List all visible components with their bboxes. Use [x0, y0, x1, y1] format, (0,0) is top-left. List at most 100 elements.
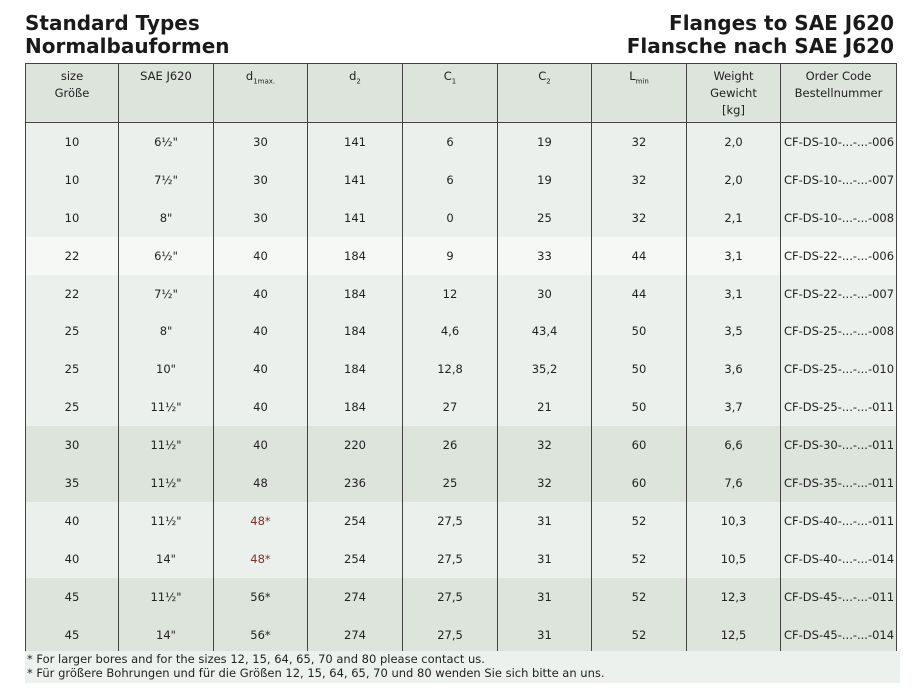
table-cell: 31: [497, 501, 592, 540]
table-row: 25 10" 40 184 12,8 35,2 50 3,6 CF-DS-25-...-...-…: [25, 350, 897, 389]
table-cell: 40: [25, 501, 119, 540]
table-cell: 40: [213, 388, 308, 427]
table-cell: 56*: [213, 577, 308, 616]
table-row: 45 14" 56* 274 27,5 31 52 12,5 CF-DS-45-...-...-…: [25, 615, 897, 655]
header-subscript: 1: [451, 77, 457, 86]
header-symbol: C: [538, 69, 547, 83]
table-cell: 60: [591, 464, 687, 502]
table-row: 10 7½" 30 141 6 19 32 2,0 CF-DS-10-...-...-007: [25, 160, 897, 199]
table-cell: 60: [591, 426, 687, 465]
table-cell: 25: [402, 464, 498, 502]
header-line: Bestellnummer: [794, 86, 883, 100]
table-cell: CF-DS-45-...-...-011: [780, 577, 897, 616]
table-cell: 11½": [118, 464, 214, 502]
table-cell: 184: [307, 274, 403, 313]
table-cell: 236: [307, 464, 403, 502]
table-cell: 52: [591, 501, 687, 540]
table-cell: CF-DS-25-...-...-011: [780, 388, 897, 427]
table-cell: 30: [213, 160, 308, 199]
table-cell: 7½": [118, 160, 214, 199]
table-cell: 56*: [213, 615, 308, 655]
table-cell: 14": [118, 615, 214, 655]
table-cell: CF-DS-35-...-...-011: [780, 464, 897, 502]
table-cell: 6,6: [686, 426, 781, 465]
table-cell: CF-DS-25-...-...-010: [780, 350, 897, 389]
table-cell: 184: [307, 388, 403, 427]
table-cell: 22: [25, 274, 119, 313]
table-cell: 6½": [118, 236, 214, 275]
table-cell: 7,6: [686, 464, 781, 502]
header-line: Größe: [54, 86, 90, 100]
table-cell: 2,0: [686, 160, 781, 199]
table-cell: 25: [497, 198, 592, 237]
table-cell: 11½": [118, 426, 214, 465]
column-header: d1max.: [213, 63, 308, 123]
table-cell: 27,5: [402, 501, 498, 540]
table-cell: 31: [497, 615, 592, 655]
table-cell: 141: [307, 198, 403, 237]
table-row: 22 6½" 40 184 9 33 44 3,1 CF-DS-22-...-...-006: [25, 236, 897, 275]
table-cell: 141: [307, 122, 403, 161]
table-cell: CF-DS-30-...-...-011: [780, 426, 897, 465]
header-subscript: 1max.: [253, 77, 276, 86]
column-header: Weight Gewicht [kg]: [686, 63, 781, 123]
column-header: Order Code Bestellnummer: [780, 63, 897, 123]
table-cell: CF-DS-22-...-...-007: [780, 274, 897, 313]
table-cell: 12,5: [686, 615, 781, 655]
table-cell: 30: [213, 122, 308, 161]
table-cell: 40: [213, 236, 308, 275]
table-cell: 11½": [118, 501, 214, 540]
table-row: 25 11½" 40 184 27 21 50 3,7 CF-DS-25-...-...-011: [25, 388, 897, 427]
table-cell: 10: [25, 122, 119, 161]
header-line: SAE J620: [140, 69, 192, 83]
table-cell: 35: [25, 464, 119, 502]
table-cell: 6: [402, 122, 498, 161]
table-cell: 40: [213, 426, 308, 465]
table-cell: 30: [213, 198, 308, 237]
table-cell: CF-DS-10-...-...-006: [780, 122, 897, 161]
table-cell: 3,1: [686, 236, 781, 275]
table-cell: 32: [591, 198, 687, 237]
table-cell: 220: [307, 426, 403, 465]
table-cell: 3,7: [686, 388, 781, 427]
column-header: C2: [497, 63, 592, 123]
table-cell: 35,2: [497, 350, 592, 389]
table-row: 22 7½" 40 184 12 30 44 3,1 CF-DS-22-...-...-007: [25, 274, 897, 313]
subtitle-de: Flansche nach SAE J620: [626, 34, 894, 58]
header-line: Weight: [713, 69, 754, 83]
table-cell: 32: [591, 160, 687, 199]
table-cell: 184: [307, 312, 403, 351]
table-cell: 12: [402, 274, 498, 313]
table-row: 10 6½" 30 141 6 19 32 2,0 CF-DS-10-...-...-006: [25, 122, 897, 161]
table-cell: 48*: [213, 501, 308, 540]
table-cell: CF-DS-40-...-...-014: [780, 539, 897, 578]
header-symbol: C: [443, 69, 452, 83]
table-cell: 31: [497, 577, 592, 616]
table-cell: 0: [402, 198, 498, 237]
table-cell: 12,3: [686, 577, 781, 616]
header-line: size: [60, 69, 84, 83]
title-de: Normalbauformen: [25, 34, 230, 58]
header-line: Order Code: [805, 69, 872, 83]
flange-table: size Größe SAE J620 d1max. d2 C1 C2 Lmin Weight G…: [25, 63, 897, 655]
table-cell: 254: [307, 501, 403, 540]
column-header: Lmin: [591, 63, 687, 123]
table-cell: 10: [25, 160, 119, 199]
table-cell: 184: [307, 236, 403, 275]
table-cell: 11½": [118, 388, 214, 427]
header-line: [kg]: [722, 103, 745, 117]
table-cell: 10: [25, 198, 119, 237]
table-cell: 32: [497, 426, 592, 465]
table-cell: 3,5: [686, 312, 781, 351]
table-cell: 14": [118, 539, 214, 578]
title-right: Flanges to SAE J620 Flansche nach SAE J6…: [627, 12, 894, 58]
table-cell: 43,4: [497, 312, 592, 351]
table-cell: 19: [497, 160, 592, 199]
table-cell: 30: [25, 426, 119, 465]
table-cell: 3,1: [686, 274, 781, 313]
table-cell: 8": [118, 198, 214, 237]
table-cell: 27,5: [402, 577, 498, 616]
table-cell: CF-DS-45-...-...-014: [780, 615, 897, 655]
table-cell: 12,8: [402, 350, 498, 389]
header-symbol: d: [245, 69, 254, 83]
